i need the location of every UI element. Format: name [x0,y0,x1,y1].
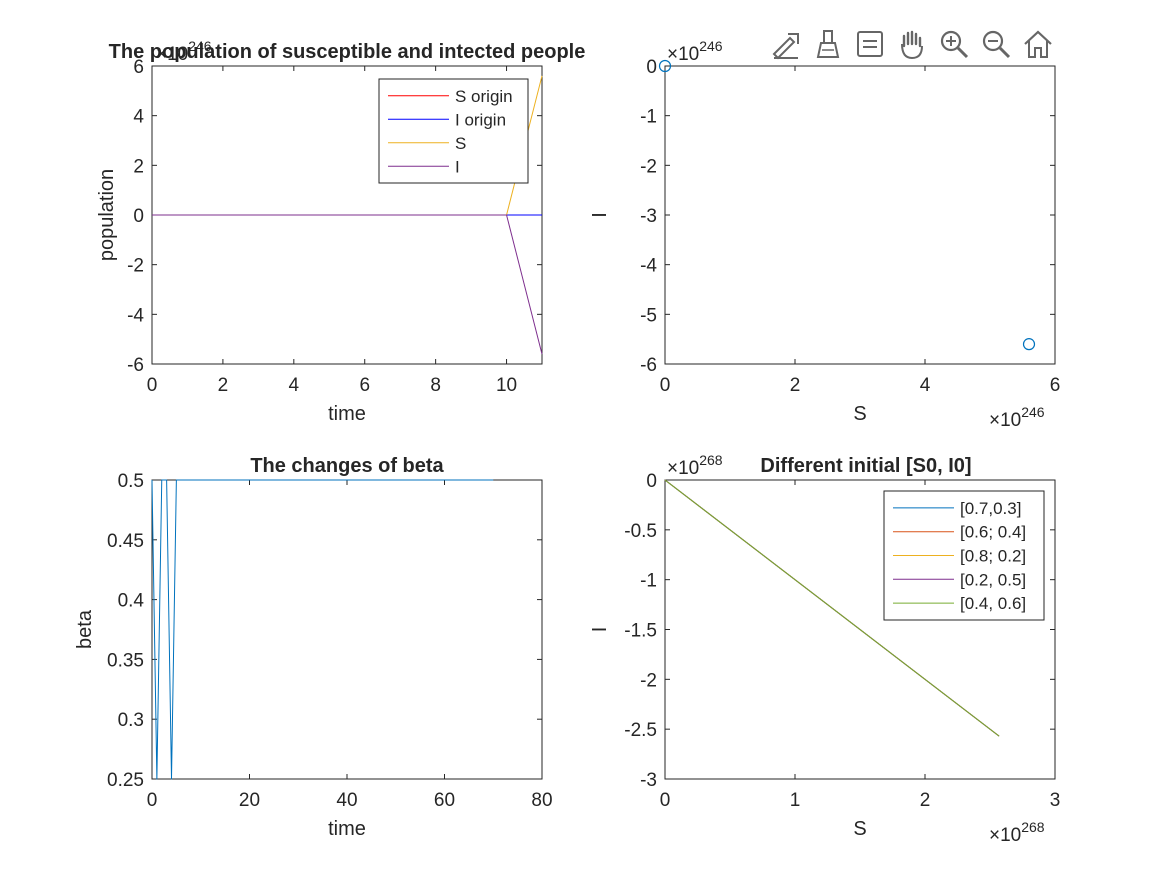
y-tick-label: -1.5 [624,621,657,642]
x-tick-label: 0 [660,790,671,811]
x-tick-label: 0 [660,375,671,396]
y-exponent-label: ×10246 [667,38,723,65]
y-tick-label: 0 [646,57,657,78]
chart-title: Different initial [S0, I0] [760,455,971,477]
y-tick-label: -1 [640,107,657,128]
y-axis-label: population [96,169,118,261]
legend: [0.7,0.3] [0.6; 0.4] [0.8; 0.2] [0.2, 0.5] [… [883,490,1045,621]
brush-icon[interactable] [810,26,846,62]
export-icon[interactable] [768,26,804,62]
x-axis-label: time [328,403,366,425]
y-tick-label: -3 [640,206,657,227]
y-tick-label: 0.25 [107,770,144,791]
legend-label: [0.7,0.3] [960,499,1021,518]
x-tick-label: 4 [289,375,300,396]
chart-title: The population of susceptible and intect… [109,41,586,63]
x-exponent-label: ×10268 [989,819,1045,846]
x-tick-label: 1 [790,790,801,811]
x-tick-label: 2 [218,375,229,396]
legend-label: S origin [455,87,513,106]
x-exponent-label: ×10246 [989,404,1045,431]
legend: S origin I origin SI [378,78,529,184]
x-tick-label: 10 [496,375,517,396]
y-tick-label: -2 [640,156,657,177]
legend-box [378,78,529,184]
y-tick-label: 0.35 [107,650,144,671]
pan-hand-icon[interactable] [894,26,930,62]
zoom-out-icon[interactable] [978,26,1014,62]
x-tick-label: 4 [920,375,931,396]
y-tick-label: 0.5 [118,471,144,492]
y-tick-label: -6 [127,355,144,376]
axes-box [151,479,543,780]
y-tick-label: -2 [127,256,144,277]
y-tick-label: -6 [640,355,657,376]
y-tick-label: -0.5 [624,521,657,542]
x-tick-label: 80 [531,790,552,811]
series-line [151,479,494,780]
x-axis-label: time [328,818,366,840]
x-tick-label: 60 [434,790,455,811]
legend-label: [0.4, 0.6] [960,594,1026,613]
axes-toolbar [768,26,1056,62]
y-axis-label: I [589,627,611,633]
x-tick-label: 2 [920,790,931,811]
home-icon[interactable] [1020,26,1056,62]
y-tick-label: -3 [640,770,657,791]
legend-label: I origin [455,110,506,129]
chart-title: The changes of beta [250,455,444,477]
y-tick-label: 6 [133,57,144,78]
y-tick-label: 2 [133,156,144,177]
x-tick-label: 3 [1050,790,1061,811]
plot-p4: 0 1 2 3 -3 -2.5 -2 -1.5 -1 -0.5 0 S I ×10268 ×10268 [0.… [589,452,1060,846]
legend-label: [0.6; 0.4] [960,523,1026,542]
y-tick-label: 0.4 [118,591,145,612]
x-tick-label: 0 [147,790,158,811]
plot-p3: 0 20 40 60 80 0.25 0.3 0.35 0.4 0.45 0.5 time beta Th… [74,455,553,840]
y-tick-label: -2 [640,670,657,691]
zoom-in-icon[interactable] [936,26,972,62]
data-point [1022,338,1036,351]
y-axis-label: I [589,212,611,218]
y-tick-label: 0 [133,206,144,227]
x-axis-label: S [853,818,866,840]
y-tick-label: -5 [640,305,657,326]
y-exponent-label: ×10268 [667,452,723,479]
y-tick-label: -1 [640,571,657,592]
x-tick-label: 6 [1050,375,1061,396]
datatip-icon[interactable] [852,26,888,62]
x-axis-label: S [853,403,866,425]
axes-box [664,65,1056,365]
x-tick-label: 40 [336,790,357,811]
y-tick-label: 0 [646,471,657,492]
y-tick-label: -4 [640,256,657,277]
x-tick-label: 20 [239,790,260,811]
data-point [658,59,672,73]
y-tick-label: 0.45 [107,531,144,552]
plot-p1: 0 2 4 6 8 10 -6 -4 -2 0 2 4 6 time population ×10246 S o… [96,38,585,425]
y-tick-label: 0.3 [118,710,144,731]
plot-p2: 0 2 4 6 -6 -5 -4 -3 -2 -1 0 S I ×10246 ×10246 [589,38,1060,431]
y-tick-label: 4 [133,107,144,128]
legend-label: I [455,157,460,176]
y-axis-label: beta [74,609,96,649]
y-tick-label: -2.5 [624,720,657,741]
x-tick-label: 8 [430,375,441,396]
legend-label: [0.8; 0.2] [960,547,1026,566]
series-line [152,214,543,355]
legend-label: [0.2, 0.5] [960,570,1026,589]
y-exponent-label: ×10246 [156,38,212,65]
legend-label: S [455,134,466,153]
y-tick-label: -4 [127,305,144,326]
x-tick-label: 0 [147,375,158,396]
x-tick-label: 6 [359,375,370,396]
x-tick-label: 2 [790,375,801,396]
series-line [664,479,1000,737]
